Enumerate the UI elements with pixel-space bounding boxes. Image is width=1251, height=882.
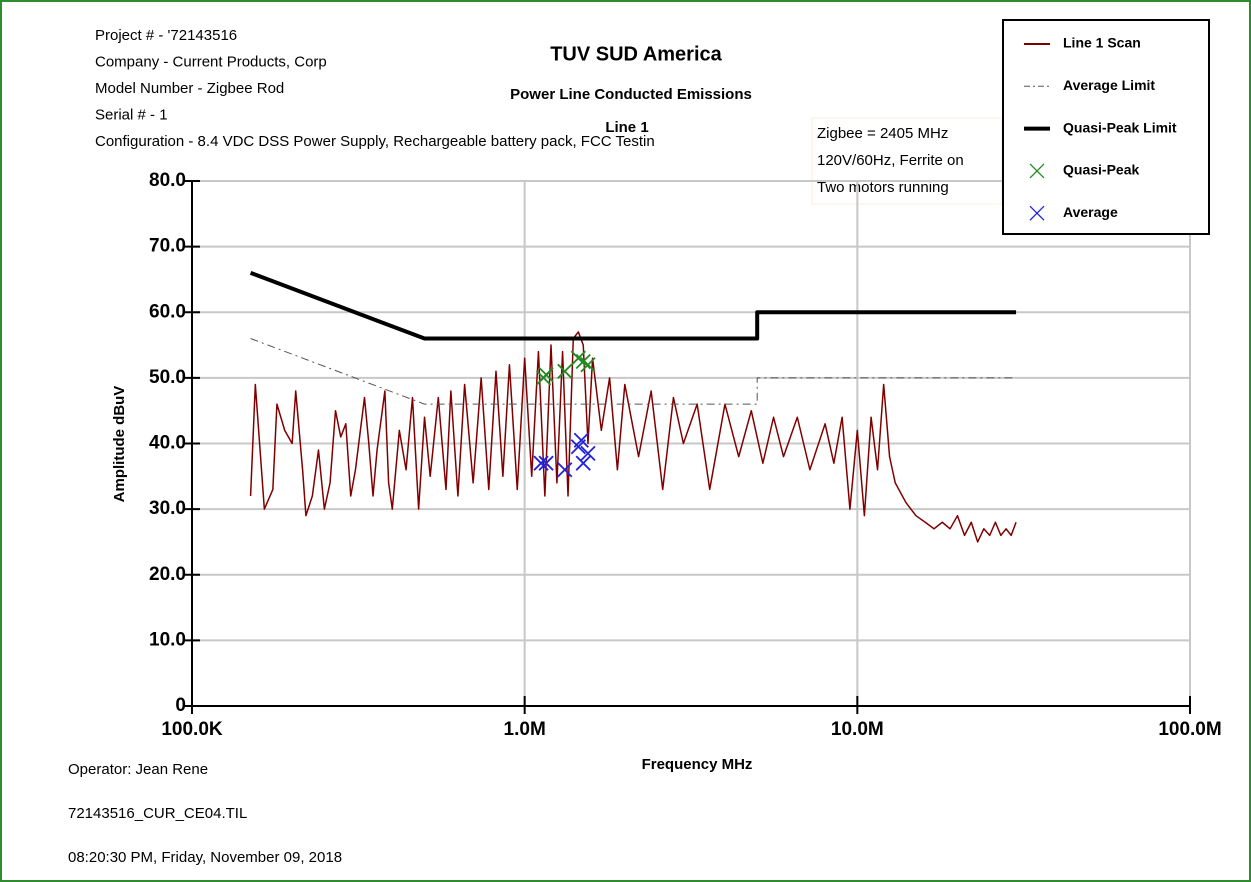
y-tick-label: 70.0 <box>149 236 186 257</box>
y-tick-label: 50.0 <box>149 367 186 388</box>
legend-swatch <box>1029 163 1045 179</box>
legend-label: Average Limit <box>1063 77 1155 93</box>
header-line: Serial # - 1 <box>95 106 168 123</box>
legend-label: Quasi-Peak <box>1063 162 1139 178</box>
header-line: Configuration - 8.4 VDC DSS Power Supply… <box>95 133 655 150</box>
marker <box>533 455 549 471</box>
y-axis-label: Amplitude dBuV <box>111 386 128 503</box>
chart-title: TUV SUD America <box>550 43 722 65</box>
legend-label: Line 1 Scan <box>1063 35 1141 51</box>
footer-line: Operator: Jean Rene <box>68 761 208 778</box>
marker <box>538 455 554 471</box>
marker <box>580 357 596 373</box>
marker <box>557 462 573 478</box>
header-line: Company - Current Products, Corp <box>95 53 327 70</box>
marker <box>538 366 554 383</box>
marker <box>573 432 589 448</box>
note-line: Zigbee = 2405 MHz <box>817 125 948 142</box>
legend-label: Average <box>1063 204 1118 220</box>
marker <box>557 363 573 379</box>
y-tick-label: 30.0 <box>149 498 186 519</box>
footer-line: 08:20:30 PM, Friday, November 09, 2018 <box>68 849 342 866</box>
note-line: 120V/60Hz, Ferrite on <box>817 152 964 169</box>
marker <box>575 353 591 370</box>
legend-label: Quasi-Peak Limit <box>1063 119 1177 135</box>
x-tick-label: 10.0M <box>831 719 884 740</box>
legend-swatch <box>1029 205 1045 221</box>
marker <box>580 445 596 461</box>
series-line <box>249 271 1017 341</box>
chart-subtitle: Power Line Conducted Emissions <box>510 86 752 103</box>
header-line: Model Number - Zigbee Rod <box>95 80 284 97</box>
note-box <box>811 117 1003 205</box>
series-line <box>250 338 1017 405</box>
marker <box>575 455 591 471</box>
note-line: Two motors running <box>817 179 949 196</box>
annotation: Line 1 <box>605 119 648 136</box>
header-line: Project # - '72143516 <box>95 27 237 44</box>
x-axis-label: Frequency MHz <box>642 756 753 773</box>
x-tick-label: 100.0K <box>161 719 223 740</box>
legend: Line 1 Scan Average Limit Quasi-Peak Limit… <box>1002 19 1210 235</box>
y-tick-label: 10.0 <box>149 629 186 650</box>
y-tick-label: 60.0 <box>149 301 186 322</box>
series-line <box>249 331 1017 543</box>
x-tick-label: 100.0M <box>1158 719 1221 740</box>
footer-line: 72143516_CUR_CE04.TIL <box>68 805 247 822</box>
y-tick-label: 80.0 <box>149 170 186 191</box>
y-tick-label: 20.0 <box>149 564 186 585</box>
y-tick-label: 0 <box>175 695 186 716</box>
x-tick-label: 1.0M <box>504 719 546 740</box>
y-tick-label: 40.0 <box>149 433 186 454</box>
